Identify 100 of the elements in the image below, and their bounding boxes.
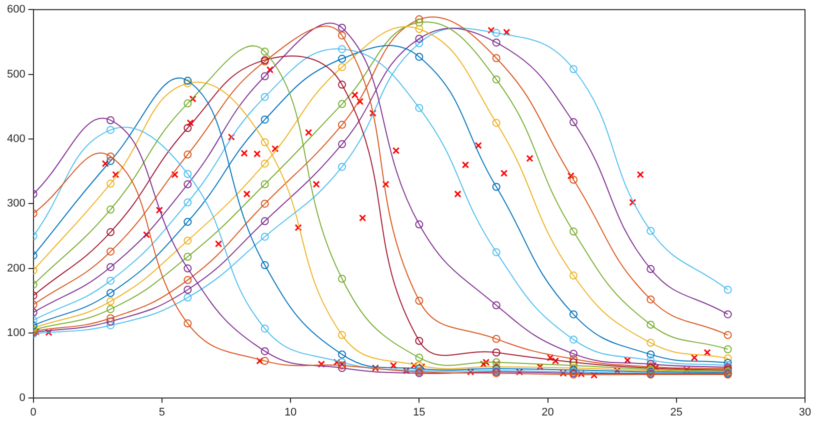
point bbox=[338, 274, 346, 283]
point bbox=[492, 348, 500, 357]
point bbox=[570, 310, 578, 318]
point bbox=[570, 65, 578, 74]
y-tick-label: 600 bbox=[6, 4, 26, 16]
point bbox=[338, 63, 346, 72]
point bbox=[338, 31, 346, 40]
point bbox=[570, 358, 578, 366]
point bbox=[106, 180, 115, 188]
point bbox=[646, 320, 655, 329]
point bbox=[570, 118, 578, 126]
point bbox=[646, 295, 655, 304]
point bbox=[492, 28, 500, 37]
point bbox=[338, 100, 346, 108]
point bbox=[338, 54, 346, 63]
point bbox=[260, 232, 269, 241]
point bbox=[106, 305, 115, 314]
point bbox=[338, 80, 346, 89]
point bbox=[338, 331, 346, 340]
y-tick-label: 200 bbox=[6, 262, 26, 274]
point bbox=[570, 228, 578, 236]
point bbox=[260, 116, 269, 124]
point bbox=[106, 206, 115, 214]
point bbox=[338, 120, 346, 129]
point bbox=[184, 124, 192, 132]
y-tick-label: 400 bbox=[6, 133, 26, 146]
point bbox=[338, 45, 346, 54]
point bbox=[415, 15, 424, 24]
point bbox=[646, 338, 655, 347]
point bbox=[646, 226, 655, 235]
point bbox=[184, 294, 192, 302]
point bbox=[492, 54, 500, 62]
point bbox=[106, 276, 115, 285]
point bbox=[646, 265, 655, 274]
point bbox=[106, 314, 115, 322]
point bbox=[492, 358, 500, 366]
point bbox=[184, 276, 192, 284]
point bbox=[415, 52, 424, 61]
y-tick-label: 100 bbox=[6, 327, 26, 340]
point bbox=[184, 76, 192, 85]
point bbox=[106, 157, 115, 165]
point bbox=[338, 24, 346, 32]
point bbox=[570, 350, 578, 358]
point bbox=[724, 310, 732, 318]
x-tick-label: 25 bbox=[670, 406, 683, 418]
x-tick-label: 5 bbox=[158, 406, 166, 418]
point bbox=[106, 263, 115, 272]
point bbox=[338, 358, 346, 366]
point bbox=[184, 99, 192, 108]
point bbox=[260, 48, 269, 56]
point bbox=[184, 252, 192, 261]
point bbox=[492, 38, 500, 47]
point bbox=[415, 104, 424, 112]
point bbox=[106, 288, 115, 297]
point bbox=[184, 264, 192, 272]
point bbox=[260, 356, 269, 365]
y-tick-label: 0 bbox=[19, 392, 26, 404]
point bbox=[415, 361, 424, 370]
x-tick-label: 0 bbox=[30, 406, 36, 418]
point bbox=[338, 140, 346, 148]
point bbox=[184, 319, 192, 328]
point bbox=[184, 79, 192, 88]
point bbox=[260, 347, 269, 356]
point bbox=[415, 34, 424, 43]
point bbox=[492, 301, 500, 310]
point bbox=[492, 75, 500, 84]
point bbox=[415, 354, 424, 362]
point bbox=[724, 331, 732, 340]
point bbox=[260, 180, 269, 188]
point bbox=[646, 356, 655, 364]
point bbox=[415, 18, 424, 27]
point bbox=[570, 176, 578, 184]
point bbox=[106, 126, 115, 134]
point bbox=[724, 345, 732, 354]
point bbox=[415, 25, 424, 34]
point bbox=[570, 336, 578, 344]
point bbox=[492, 248, 500, 256]
point bbox=[260, 138, 269, 146]
y-tick-label: 300 bbox=[6, 198, 26, 210]
y-tick-label: 500 bbox=[6, 68, 26, 80]
point bbox=[106, 297, 115, 306]
point bbox=[184, 150, 192, 159]
point bbox=[570, 272, 578, 280]
point bbox=[260, 324, 269, 333]
point bbox=[260, 160, 269, 168]
point bbox=[260, 200, 269, 208]
point bbox=[338, 364, 346, 372]
point bbox=[184, 170, 192, 178]
point bbox=[415, 39, 424, 48]
point bbox=[724, 286, 732, 294]
point bbox=[184, 218, 192, 226]
point bbox=[415, 336, 424, 345]
point bbox=[184, 180, 192, 188]
point bbox=[260, 217, 269, 226]
point bbox=[570, 354, 578, 363]
point bbox=[184, 286, 192, 294]
point bbox=[570, 361, 578, 370]
point bbox=[184, 236, 192, 245]
point bbox=[106, 317, 115, 326]
x-tick-label: 30 bbox=[798, 406, 812, 418]
